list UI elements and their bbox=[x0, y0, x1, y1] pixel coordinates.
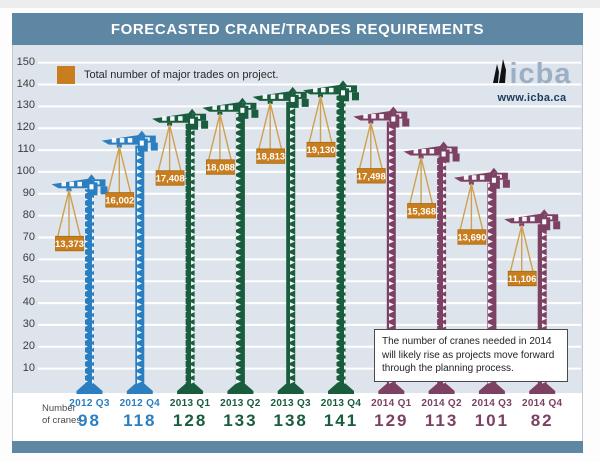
crane-2014-q4: 11,106 bbox=[504, 209, 561, 394]
icba-logo: icba www.icba.ca bbox=[482, 58, 582, 104]
trades-count-value: 13,373 bbox=[55, 239, 84, 250]
icba-logo-icon bbox=[492, 58, 507, 89]
y-tick-label: 20 bbox=[22, 339, 35, 352]
crane-2013-q4: 19,130 bbox=[303, 80, 359, 394]
crane-count-value: 118 bbox=[123, 411, 157, 430]
y-tick-label: 50 bbox=[22, 274, 35, 287]
y-tick-label: 10 bbox=[22, 361, 35, 374]
crane-count-value: 129 bbox=[374, 411, 409, 430]
crane-count-value: 113 bbox=[424, 411, 459, 430]
trades-count-label-box bbox=[105, 192, 135, 208]
trades-count-label-box bbox=[457, 229, 487, 245]
y-tick-label: 80 bbox=[22, 208, 35, 221]
page-top-strip bbox=[0, 0, 600, 8]
x-category-2014-q3: 2014 Q3 101 bbox=[465, 398, 519, 431]
x-category-2012-q4: 2012 Q4 118 bbox=[113, 398, 167, 431]
crane-count-value: 141 bbox=[323, 411, 359, 430]
quarter-label: 2014 Q2 bbox=[421, 398, 462, 409]
trades-count-value: 18,813 bbox=[256, 152, 285, 163]
legend-label: Total number of major trades on project. bbox=[84, 69, 279, 81]
trades-count-label-box bbox=[356, 168, 386, 184]
quarter-label: 2013 Q4 bbox=[320, 398, 362, 409]
y-tick-label: 30 bbox=[22, 317, 35, 330]
trades-count-label-box bbox=[55, 235, 84, 252]
y-tick-label: 140 bbox=[16, 77, 35, 90]
x-category-2013-q3: 2013 Q3 138 bbox=[264, 398, 318, 431]
crane-count-value: 133 bbox=[223, 411, 258, 430]
crane-2012-q3: 13,373 bbox=[51, 174, 108, 394]
trades-count-value: 11,106 bbox=[508, 274, 537, 285]
x-category-2014-q1: 2014 Q1 129 bbox=[364, 398, 418, 431]
x-category-2013-q4: 2013 Q4 141 bbox=[314, 398, 368, 431]
crane-2014-q3: 13,690 bbox=[453, 167, 510, 394]
annotation-text: The number of cranes needed in 2014 will… bbox=[382, 336, 555, 374]
crane-2013-q3: 18,813 bbox=[252, 86, 309, 394]
chart-title-bar: FORECASTED CRANE/TRADES REQUIREMENTS bbox=[12, 13, 583, 45]
x-category-2012-q3: 2012 Q3 98 bbox=[63, 398, 117, 431]
x-category-2013-q1: 2013 Q1 128 bbox=[163, 398, 217, 431]
trades-count-label-box bbox=[155, 170, 185, 186]
trades-count-value: 17,408 bbox=[156, 174, 185, 185]
quarter-label: 2012 Q4 bbox=[119, 398, 161, 409]
x-axis-row-label: Number of cranes bbox=[42, 403, 82, 426]
crane-2013-q2: 18,088 bbox=[202, 97, 259, 394]
crane-2014-q2: 15,368 bbox=[403, 141, 460, 394]
quarter-label: 2014 Q3 bbox=[471, 398, 513, 409]
quarter-label: 2012 Q3 bbox=[69, 398, 110, 409]
quarter-label: 2014 Q4 bbox=[521, 398, 563, 409]
y-tick-label: 120 bbox=[16, 121, 35, 134]
trades-count-label-box bbox=[256, 148, 286, 164]
quarter-label: 2013 Q3 bbox=[270, 398, 311, 409]
y-tick-label: 70 bbox=[22, 230, 35, 243]
crane-2014-q1: 17,498 bbox=[353, 106, 410, 394]
quarter-label: 2014 Q1 bbox=[371, 398, 412, 409]
y-tick-label: 60 bbox=[22, 252, 35, 265]
y-tick-label: 40 bbox=[22, 296, 35, 309]
x-category-2014-q4: 2014 Q4 82 bbox=[515, 398, 569, 431]
trades-count-label-box bbox=[306, 141, 336, 158]
trades-count-value: 15,368 bbox=[407, 206, 436, 217]
trades-count-value: 13,690 bbox=[457, 233, 486, 244]
crane-count-value: 98 bbox=[78, 411, 101, 430]
y-tick-label: 150 bbox=[16, 55, 35, 68]
quarter-label: 2013 Q2 bbox=[220, 398, 261, 409]
trades-count-label-box bbox=[507, 270, 537, 287]
chart-title: FORECASTED CRANE/TRADES REQUIREMENTS bbox=[110, 20, 485, 38]
icba-brand-text: icba bbox=[509, 58, 572, 90]
y-tick-label: 90 bbox=[22, 186, 35, 199]
trades-count-value: 16,002 bbox=[105, 195, 134, 206]
x-category-2013-q2: 2013 Q2 133 bbox=[213, 398, 267, 431]
footer-bar bbox=[12, 441, 583, 453]
trades-count-label-box bbox=[407, 203, 437, 219]
legend-swatch-orange bbox=[57, 66, 75, 84]
crane-count-value: 82 bbox=[530, 411, 554, 430]
trades-count-value: 19,130 bbox=[306, 145, 335, 156]
crane-2013-q1: 17,408 bbox=[152, 108, 209, 394]
quarter-label: 2013 Q1 bbox=[169, 398, 211, 409]
y-tick-label: 130 bbox=[16, 99, 35, 112]
y-tick-label: 110 bbox=[17, 143, 35, 156]
crane-2012-q4: 16,002 bbox=[101, 130, 158, 394]
trades-count-value: 17,498 bbox=[357, 171, 386, 182]
crane-count-value: 128 bbox=[172, 411, 208, 430]
trades-count-label-box bbox=[205, 159, 235, 175]
trades-count-value: 18,088 bbox=[206, 163, 235, 174]
y-tick-label: 100 bbox=[16, 164, 35, 177]
legend: Total number of major trades on project. bbox=[57, 66, 278, 84]
crane-count-value: 138 bbox=[273, 411, 308, 430]
x-category-2014-q2: 2014 Q2 113 bbox=[415, 398, 469, 431]
annotation-box: The number of cranes needed in 2014 will… bbox=[374, 329, 568, 382]
crane-count-value: 101 bbox=[474, 411, 510, 430]
icba-url: www.icba.ca bbox=[497, 92, 567, 104]
